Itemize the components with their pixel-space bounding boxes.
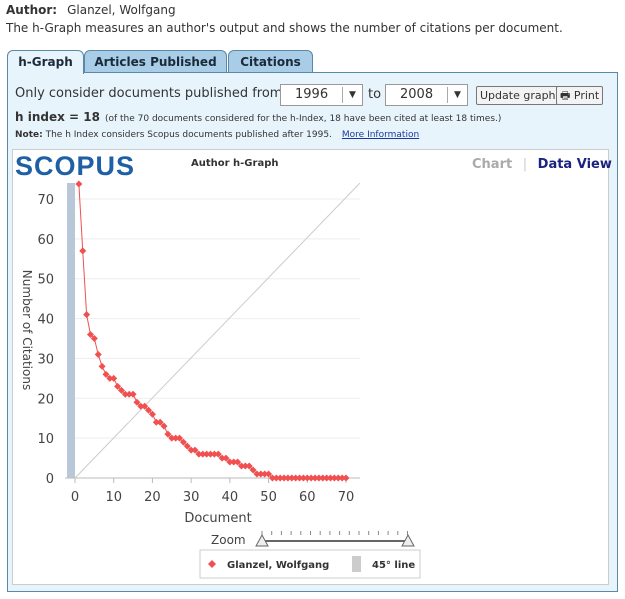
from-year-select[interactable]: 1996 ▼ [280,84,363,106]
from-year-value: 1996 [295,87,329,102]
printer-icon: 🖶 [560,89,574,102]
print-button[interactable]: 🖶 Print [556,86,604,105]
tab-citations[interactable]: Citations [228,50,313,73]
scopus-logo: SCOPUS [15,151,136,181]
to-year-select[interactable]: 2008 ▼ [385,84,468,106]
chevron-down-icon: ▼ [342,87,362,103]
chevron-down-icon: ▼ [447,87,467,103]
view-links: Chart | Data View [472,157,612,172]
tab-articles-published[interactable]: Articles Published [84,50,227,73]
description: The h-Graph measures an author's output … [6,21,563,35]
more-information-link[interactable]: More Information [341,130,420,140]
author-line: Author: Glanzel, Wolfgang [6,3,176,17]
h-index-value: h index = 18 [15,110,100,124]
data-view-link[interactable]: Data View [537,157,612,172]
graph-title: Author h-Graph [191,158,279,169]
author-label: Author: [6,3,58,17]
update-graph-button[interactable]: Update graph [476,86,560,105]
chart-view-link[interactable]: Chart [472,157,513,172]
to-label: to [368,87,382,102]
range-label: Only consider documents published from: [15,86,287,101]
author-name: Glanzel, Wolfgang [67,3,176,17]
chart-container [12,149,609,585]
h-index-detail: (of the 70 documents considered for the … [104,114,502,124]
note-line: Note: The h Index considers Scopus docum… [15,130,420,140]
to-year-value: 2008 [400,87,434,102]
h-index-line: h index = 18 (of the 70 documents conside… [15,110,501,124]
tab-h-graph[interactable]: h-Graph [7,50,84,74]
